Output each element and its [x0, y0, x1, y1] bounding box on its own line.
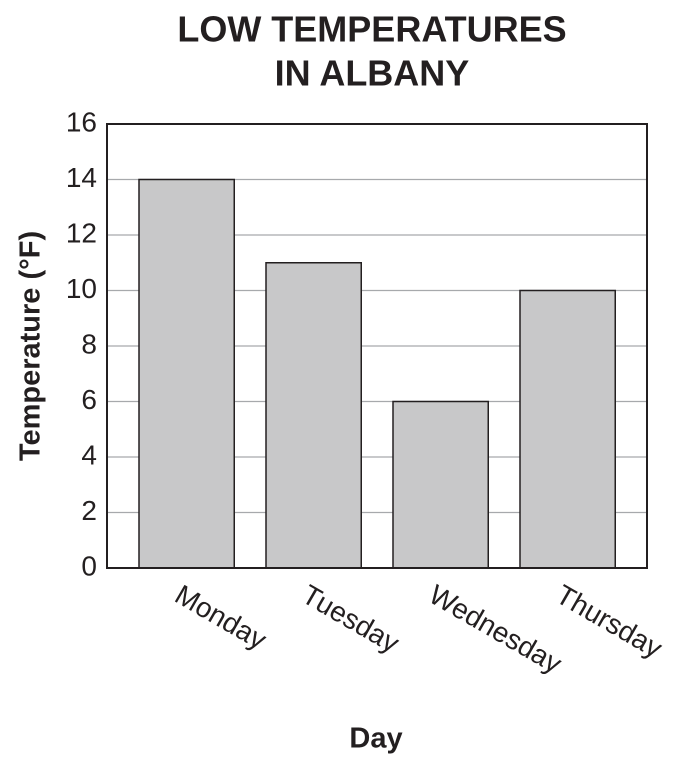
- y-tick-label: 6: [81, 384, 97, 415]
- bar: [392, 400, 489, 569]
- x-tick-label: Tuesday: [297, 579, 405, 659]
- plot-frame: [106, 123, 648, 569]
- x-tick-label: Wednesday: [424, 579, 567, 680]
- bar: [138, 178, 235, 569]
- y-axis-title: Temperature (°F): [15, 231, 47, 461]
- x-axis-title: Day: [349, 723, 402, 755]
- chart-title: IN ALBANY: [275, 53, 470, 94]
- y-tick-label: 12: [66, 217, 97, 248]
- y-tick-label: 4: [81, 439, 97, 470]
- x-tick-label: Thursday: [551, 579, 668, 664]
- chart-title: LOW TEMPERATURES: [177, 9, 566, 50]
- y-tick-label: 10: [66, 273, 97, 304]
- y-tick-label: 0: [81, 550, 97, 581]
- y-tick-label: 14: [66, 162, 97, 193]
- y-tick-label: 8: [81, 328, 97, 359]
- bar: [519, 289, 616, 569]
- bar: [265, 262, 362, 569]
- x-tick-label: Monday: [170, 579, 272, 656]
- y-tick-label: 16: [66, 106, 97, 137]
- y-tick-label: 2: [81, 495, 97, 526]
